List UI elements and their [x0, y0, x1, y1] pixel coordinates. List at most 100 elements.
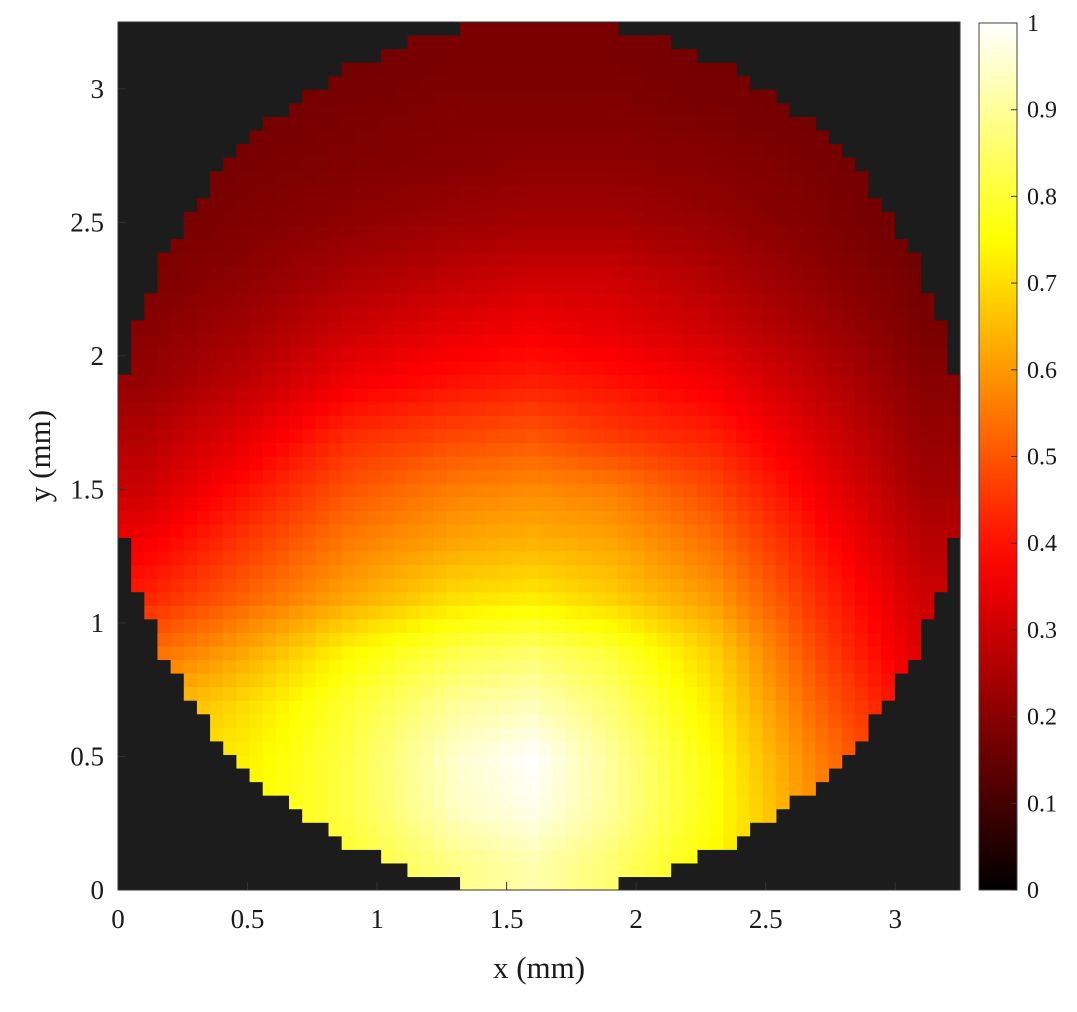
heatmap-cell — [473, 157, 487, 172]
heatmap-cell — [354, 496, 369, 511]
heatmap-cell — [131, 388, 145, 403]
heatmap-cell — [341, 618, 356, 633]
heatmap-cell — [565, 483, 580, 498]
heatmap-cell — [775, 279, 790, 294]
heatmap-cell — [183, 374, 198, 389]
heatmap-cell — [670, 361, 685, 376]
heatmap-cell — [644, 89, 659, 104]
heatmap-cell — [460, 618, 474, 633]
heatmap-cell — [499, 686, 514, 701]
heatmap-cell — [236, 306, 251, 321]
heatmap-cell — [460, 822, 474, 837]
heatmap-cell — [881, 388, 895, 403]
heatmap-cell — [367, 306, 382, 321]
heatmap-cell — [525, 605, 540, 620]
heatmap-cell — [131, 428, 145, 444]
heatmap-cell — [604, 347, 619, 362]
heatmap-cell — [552, 144, 566, 159]
heatmap-cell — [486, 835, 501, 850]
heatmap-cell — [604, 686, 619, 701]
heatmap-cell — [736, 306, 751, 321]
heatmap-cell — [302, 225, 316, 240]
heatmap-cell — [354, 740, 369, 755]
heatmap-cell — [473, 835, 487, 850]
heatmap-cell — [407, 456, 422, 471]
heatmap-cell — [723, 239, 737, 254]
heatmap-cell — [565, 198, 580, 213]
heatmap-cell — [473, 727, 487, 742]
heatmap-cell — [723, 442, 737, 457]
heatmap-cell — [657, 184, 672, 199]
heatmap-cell — [578, 157, 593, 172]
heatmap-cell — [354, 266, 369, 281]
heatmap-cell — [815, 184, 830, 199]
heatmap-cell — [446, 822, 461, 837]
heatmap-cell — [775, 496, 790, 511]
heatmap-cell — [407, 116, 422, 132]
heatmap-cell — [775, 116, 790, 132]
heatmap-cell — [315, 130, 330, 145]
heatmap-cell — [604, 49, 619, 64]
heatmap-cell — [657, 442, 672, 457]
heatmap-cell — [683, 116, 698, 132]
heatmap-cell — [881, 415, 895, 430]
heatmap-cell — [696, 456, 711, 471]
heatmap-cell — [591, 306, 606, 321]
heatmap-cell — [262, 496, 277, 511]
heatmap-cell — [354, 428, 369, 444]
heatmap-cell — [367, 700, 382, 715]
heatmap-cell — [907, 320, 922, 335]
heatmap-cell — [499, 781, 514, 796]
heatmap-cell — [841, 198, 856, 213]
heatmap-cell — [854, 333, 869, 349]
heatmap-cell — [631, 591, 645, 606]
heatmap-cell — [631, 401, 645, 416]
heatmap-cell — [565, 550, 580, 566]
heatmap-cell — [512, 767, 527, 783]
heatmap-cell — [157, 415, 172, 430]
heatmap-cell — [788, 754, 803, 769]
heatmap-cell — [394, 415, 409, 430]
heatmap-cell — [644, 252, 659, 267]
heatmap-cell — [578, 184, 593, 199]
heatmap-cell — [644, 62, 659, 77]
heatmap-cell — [565, 673, 580, 688]
heatmap-cell — [604, 605, 619, 620]
heatmap-cell — [815, 754, 830, 769]
heatmap-cell — [565, 401, 580, 416]
heatmap-cell — [210, 618, 224, 633]
heatmap-cell — [289, 130, 303, 145]
heatmap-cell — [394, 320, 409, 335]
heatmap-cell — [933, 483, 948, 498]
heatmap-cell — [762, 225, 777, 240]
heatmap-cell — [157, 591, 172, 606]
heatmap-cell — [867, 442, 882, 457]
heatmap-cell — [381, 727, 395, 742]
heatmap-cell — [249, 469, 264, 484]
heatmap-cell — [381, 361, 395, 376]
heatmap-cell — [775, 632, 790, 647]
heatmap-cell — [420, 822, 435, 837]
heatmap-cell — [749, 767, 764, 783]
heatmap-cell — [539, 198, 553, 213]
heatmap-cell — [407, 740, 422, 755]
heatmap-cell — [512, 374, 527, 389]
heatmap-cell — [210, 483, 224, 498]
heatmap-cell — [578, 388, 593, 403]
heatmap-cell — [289, 361, 303, 376]
heatmap-cell — [315, 578, 330, 593]
heatmap-cell — [631, 659, 645, 674]
heatmap-cell — [815, 306, 830, 321]
heatmap-cell — [604, 795, 619, 810]
heatmap-cell — [420, 415, 435, 430]
heatmap-cell — [644, 564, 659, 579]
heatmap-cell — [683, 239, 698, 254]
heatmap-cell — [539, 632, 553, 647]
heatmap-cell — [341, 686, 356, 701]
heatmap-cell — [723, 564, 737, 579]
heatmap-cell — [670, 781, 685, 796]
heatmap-cell — [328, 795, 343, 810]
heatmap-cell — [644, 781, 659, 796]
heatmap-cell — [210, 496, 224, 511]
heatmap-cell — [841, 279, 856, 294]
